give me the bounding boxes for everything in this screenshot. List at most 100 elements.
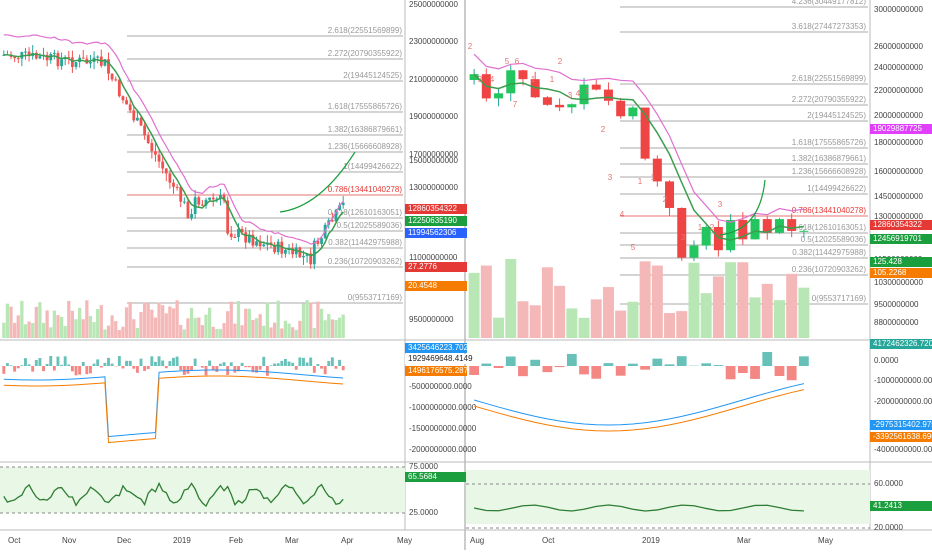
axis-label: 8800000000 bbox=[874, 318, 919, 327]
volume-bar bbox=[505, 259, 516, 338]
macd-histogram bbox=[53, 366, 56, 370]
volume-bar bbox=[129, 302, 132, 338]
axis-label: -4000000000.0000 bbox=[874, 445, 932, 454]
candle bbox=[150, 143, 153, 151]
candle bbox=[302, 256, 305, 257]
volume-bar bbox=[150, 310, 153, 338]
volume-bar bbox=[42, 323, 45, 338]
macd-histogram bbox=[60, 365, 63, 366]
axis-label: -500000000.0000 bbox=[409, 382, 472, 391]
macd-histogram bbox=[31, 366, 34, 372]
axis-label: 60.0000 bbox=[874, 479, 903, 488]
macd-histogram bbox=[320, 366, 323, 369]
macd-histogram bbox=[71, 366, 74, 371]
axis-label: 23000000000 bbox=[409, 37, 458, 46]
candle bbox=[567, 104, 576, 107]
macd-histogram bbox=[604, 363, 614, 366]
fib-label: 1.236(15666608928) bbox=[328, 142, 403, 151]
price-tag-label: 11994562306 bbox=[408, 228, 457, 237]
volume-bar bbox=[517, 301, 528, 338]
volume-bar bbox=[38, 302, 41, 338]
volume-bar bbox=[309, 303, 312, 338]
macd-histogram bbox=[280, 361, 283, 366]
volume-bar bbox=[125, 307, 128, 338]
candle bbox=[114, 79, 117, 80]
axis-label: 25.0000 bbox=[409, 508, 438, 517]
macd-histogram bbox=[223, 362, 226, 366]
fib-label: 2(19445124525) bbox=[807, 111, 866, 120]
volume-bar bbox=[154, 318, 157, 338]
candle bbox=[284, 250, 287, 254]
volume-bar bbox=[266, 302, 269, 338]
macd-histogram bbox=[762, 352, 772, 366]
candle bbox=[262, 244, 265, 246]
fib-label: 2.272(20790355922) bbox=[792, 95, 867, 104]
price-tag-label: 1496176575.2875 bbox=[408, 366, 473, 375]
candle bbox=[197, 197, 200, 204]
candle bbox=[111, 74, 114, 80]
time-label: Feb bbox=[229, 536, 243, 545]
macd-histogram bbox=[78, 366, 81, 375]
macd-histogram bbox=[241, 363, 244, 366]
axis-label: -1000000000.0000 bbox=[874, 376, 932, 385]
macd-histogram bbox=[738, 366, 748, 373]
candle bbox=[118, 80, 121, 96]
macd-histogram bbox=[190, 366, 193, 370]
fib-label: 1.618(17555865726) bbox=[792, 138, 867, 147]
macd-histogram bbox=[49, 356, 52, 366]
macd-histogram bbox=[140, 359, 143, 366]
fib-label: 1(14499426622) bbox=[807, 184, 866, 193]
count-label: 4 bbox=[576, 89, 581, 98]
volume-bar bbox=[27, 322, 30, 338]
macd-histogram bbox=[266, 366, 269, 376]
macd-histogram bbox=[201, 366, 204, 368]
volume-bar bbox=[222, 323, 225, 338]
volume-bar bbox=[798, 288, 809, 338]
axis-label: 15000000000 bbox=[409, 156, 458, 165]
macd-histogram bbox=[331, 357, 334, 366]
candle bbox=[53, 53, 56, 54]
axis-label: 30000000000 bbox=[874, 5, 923, 14]
candle bbox=[320, 238, 323, 244]
macd-histogram bbox=[132, 366, 135, 369]
macd-histogram bbox=[335, 366, 338, 369]
volume-bar bbox=[165, 313, 168, 338]
volume-bar bbox=[2, 323, 5, 338]
time-label: Aug bbox=[470, 536, 484, 545]
price-tag-label: 27.2776 bbox=[408, 262, 437, 271]
volume-bar bbox=[67, 301, 70, 338]
macd-histogram bbox=[270, 365, 273, 366]
volume-bar bbox=[190, 308, 193, 338]
fib-label: 0.786(13441040278) bbox=[328, 185, 403, 194]
macd-histogram bbox=[2, 366, 5, 374]
macd-histogram bbox=[10, 365, 13, 366]
count-label: 2 bbox=[601, 125, 606, 134]
volume-bar bbox=[46, 310, 49, 338]
axis-label: 18000000000 bbox=[874, 138, 923, 147]
macd-histogram bbox=[481, 364, 491, 366]
macd-histogram bbox=[35, 360, 38, 366]
macd-histogram bbox=[309, 358, 312, 366]
candle bbox=[71, 57, 74, 67]
volume-bar bbox=[248, 309, 251, 338]
volume-bar bbox=[774, 300, 785, 338]
volume-bar bbox=[212, 327, 215, 338]
volume-bar bbox=[172, 308, 175, 338]
macd-histogram bbox=[555, 366, 565, 367]
volume-bar bbox=[295, 330, 298, 338]
count-label: 3 bbox=[568, 91, 573, 100]
macd-histogram bbox=[665, 364, 675, 366]
axis-label: 26000000000 bbox=[874, 42, 923, 51]
macd-histogram bbox=[567, 354, 577, 366]
volume-bar bbox=[53, 311, 56, 338]
price-tag-label: -3392561638.6962 bbox=[873, 432, 932, 441]
count-label: 3 bbox=[478, 75, 483, 84]
volume-bar bbox=[226, 311, 229, 338]
time-label: Mar bbox=[737, 536, 751, 545]
volume-bar bbox=[118, 330, 121, 338]
volume-bar bbox=[280, 328, 283, 338]
macd-histogram bbox=[799, 356, 809, 366]
macd-histogram bbox=[327, 361, 330, 366]
fib-label: 0.5(12025589036) bbox=[337, 221, 403, 230]
candle bbox=[230, 234, 233, 237]
